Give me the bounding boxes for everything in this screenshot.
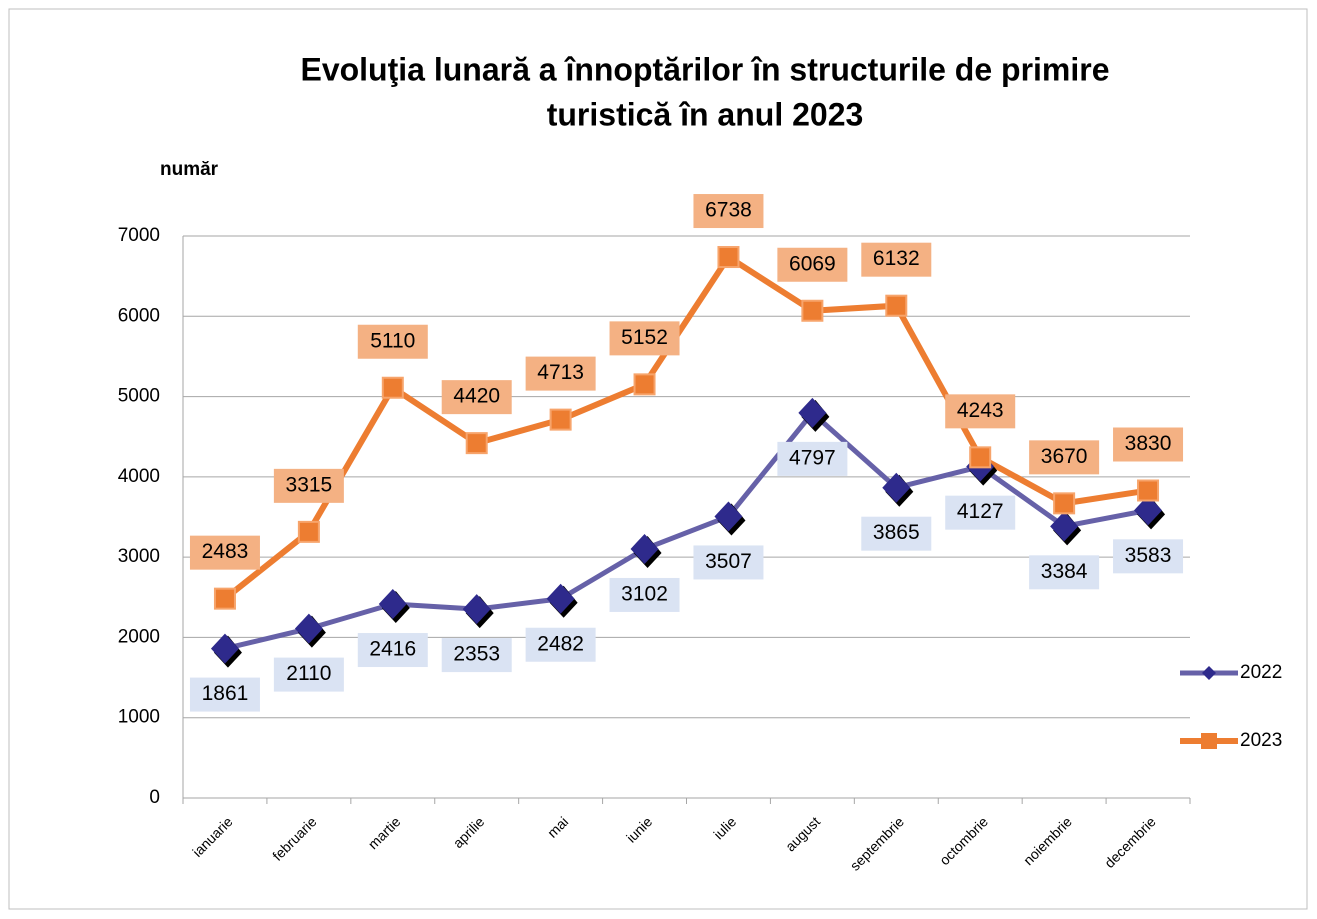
data-label: 3830 (1125, 432, 1172, 455)
data-label: 6069 (789, 252, 836, 275)
data-label: 5152 (621, 326, 668, 349)
legend-marker (1201, 733, 1217, 749)
marker (378, 589, 407, 620)
marker (381, 376, 404, 399)
marker (549, 408, 572, 431)
marker (1050, 511, 1079, 542)
marker (213, 587, 236, 610)
data-label: 3507 (705, 550, 752, 573)
data-label: 4243 (957, 399, 1004, 422)
marker (465, 432, 488, 455)
data-label-box (1029, 440, 1100, 475)
y-tick-label: 1000 (118, 707, 160, 728)
y-tick-label: 3000 (118, 546, 160, 567)
data-label: 6738 (705, 199, 752, 222)
marker (714, 501, 743, 532)
chart-title: Evoluţia lunară a înnoptărilor în struct… (300, 51, 1109, 87)
legend-marker (1202, 666, 1216, 680)
data-label-box (609, 577, 680, 612)
data-label: 2482 (537, 632, 584, 655)
marker (882, 472, 911, 503)
data-label-box (1113, 539, 1184, 574)
data-label: 3102 (621, 583, 668, 606)
data-label-box (189, 535, 260, 570)
y-tick-label: 4000 (118, 466, 160, 487)
data-label: 3315 (286, 473, 333, 496)
series-line (224, 410, 1149, 652)
data-label: 3384 (1041, 560, 1088, 583)
marker (294, 613, 323, 644)
data-label: 4797 (789, 446, 836, 469)
data-label-box (441, 380, 512, 415)
y-tick-label: 6000 (118, 305, 160, 326)
marker (969, 446, 992, 469)
data-label-box (945, 495, 1016, 530)
marker (297, 520, 320, 543)
legend-label: 2023 (1240, 730, 1282, 751)
data-label-box (693, 194, 764, 229)
data-label-box (861, 242, 932, 277)
marker (717, 246, 740, 269)
marker (1053, 492, 1076, 515)
data-label: 4420 (453, 385, 500, 408)
data-label: 1861 (202, 682, 249, 705)
y-tick-label: 0 (149, 787, 160, 808)
data-label-box (693, 545, 764, 580)
data-label-box (777, 441, 848, 476)
data-label: 5110 (370, 329, 415, 352)
chart-frame (8, 8, 1308, 910)
marker (630, 533, 659, 564)
series-line (223, 254, 1149, 601)
data-label-box (1029, 555, 1100, 590)
data-label-box (357, 633, 428, 668)
data-label-box (441, 638, 512, 673)
legend-label: 2022 (1240, 662, 1282, 683)
data-label-box (1113, 427, 1184, 462)
data-label-box (777, 247, 848, 282)
data-label-box (945, 394, 1016, 429)
data-label: 3583 (1125, 544, 1172, 567)
data-label: 6132 (873, 247, 920, 270)
marker (885, 294, 908, 317)
data-label: 2110 (286, 662, 331, 685)
data-label-box (861, 516, 932, 551)
data-label: 2416 (369, 638, 416, 661)
chart-title: turistică în anul 2023 (547, 96, 864, 132)
data-label-box (609, 321, 680, 356)
y-tick-label: 5000 (118, 386, 160, 407)
data-label: 3670 (1041, 445, 1088, 468)
data-label: 4713 (537, 361, 584, 384)
y-tick-label: 2000 (118, 626, 160, 647)
data-label-box (189, 677, 260, 712)
data-label: 2483 (202, 540, 249, 563)
data-label-box (357, 324, 428, 359)
data-label: 3865 (873, 521, 920, 544)
y-tick-label: 7000 (118, 225, 160, 246)
y-axis-label: număr (160, 159, 219, 180)
marker (633, 373, 656, 396)
marker (546, 583, 575, 614)
marker (801, 299, 824, 322)
marker (1134, 495, 1163, 526)
marker (210, 633, 239, 664)
data-label-box (525, 627, 596, 662)
marker (1137, 479, 1160, 502)
data-label: 4127 (957, 500, 1004, 523)
data-label-box (273, 657, 344, 692)
data-label-box (273, 468, 344, 503)
data-label: 2353 (453, 643, 500, 666)
marker (462, 594, 491, 625)
marker (798, 397, 827, 428)
data-label-box (525, 356, 596, 391)
